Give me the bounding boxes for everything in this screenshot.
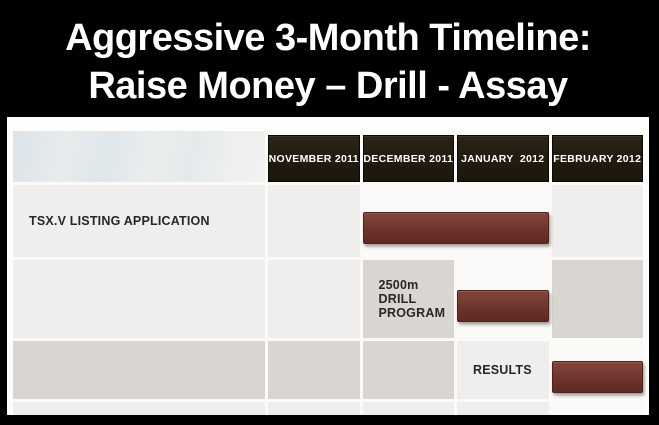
slide-title: Aggressive 3-Month Timeline: Raise Money… bbox=[7, 7, 649, 117]
gantt-bar-tsxv-listing-application bbox=[362, 211, 549, 244]
gantt-bar-2500m-drill-program bbox=[457, 289, 549, 322]
corner-header-cell bbox=[13, 131, 265, 182]
grid-cell bbox=[13, 402, 265, 415]
column-header-february-2012: FEBRUARY 2012 bbox=[551, 135, 643, 182]
grid-cell bbox=[13, 341, 265, 399]
column-header-january-2012: JANUARY 2012 bbox=[457, 135, 549, 182]
timeline-gantt-table: NOVEMBER 2011 DECEMBER 2011 JANUARY 2012… bbox=[13, 131, 643, 415]
grid-cell bbox=[362, 402, 454, 415]
slide-title-line-1: Aggressive 3-Month Timeline: bbox=[65, 17, 591, 59]
gantt-bar-results bbox=[551, 360, 643, 393]
task-label-results: RESULTS bbox=[457, 341, 549, 399]
grid-cell bbox=[13, 260, 265, 338]
grid-cell bbox=[362, 341, 454, 399]
grid-cell bbox=[551, 260, 643, 338]
grid-cell bbox=[268, 402, 360, 415]
column-header-november-2011: NOVEMBER 2011 bbox=[268, 135, 360, 182]
task-label-2500m-drill-program: 2500m DRILL PROGRAM bbox=[362, 260, 454, 338]
slide-title-line-2: Raise Money – Drill - Assay bbox=[88, 65, 568, 107]
grid-cell bbox=[268, 260, 360, 338]
task-label-tsxv-listing-application: TSX.V LISTING APPLICATION bbox=[13, 185, 265, 257]
grid-cell bbox=[551, 185, 643, 257]
grid-cell bbox=[268, 341, 360, 399]
slide-panel: Aggressive 3-Month Timeline: Raise Money… bbox=[7, 7, 649, 415]
column-header-december-2011: DECEMBER 2011 bbox=[362, 135, 454, 182]
grid-cell bbox=[457, 402, 549, 415]
grid-cell bbox=[268, 185, 360, 257]
